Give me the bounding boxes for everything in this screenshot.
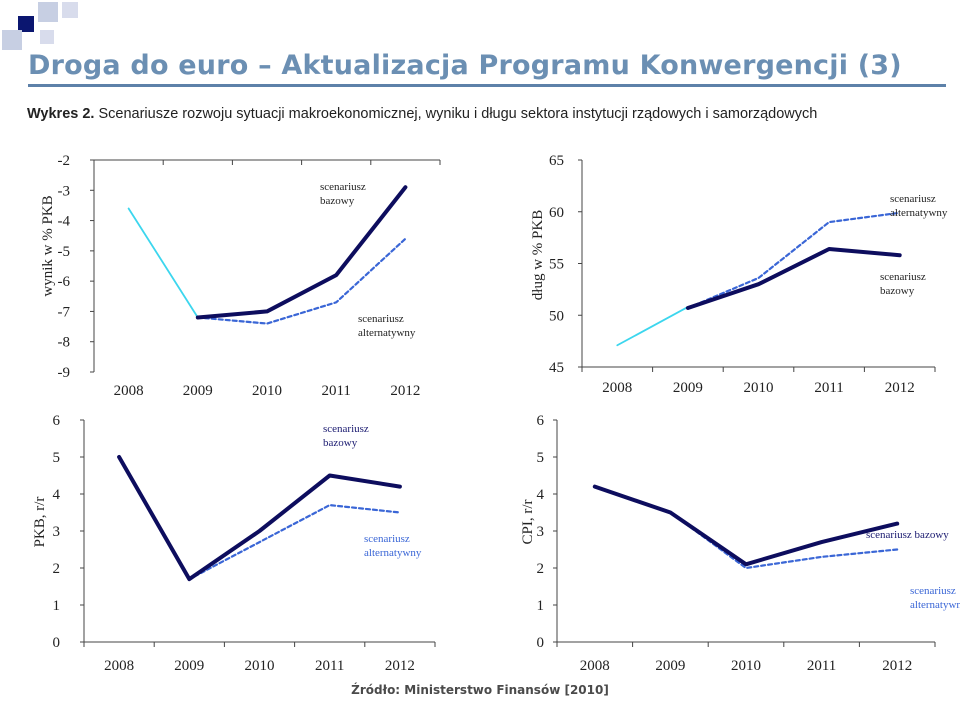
history-line bbox=[616, 306, 689, 347]
y-tick-label: 5 bbox=[53, 450, 61, 466]
scenario-annotation: alternatywny bbox=[910, 599, 960, 611]
scenario-annotation: alternatywny bbox=[364, 547, 422, 559]
y-tick-label: 5 bbox=[537, 450, 545, 466]
y-tick-label: 6 bbox=[537, 413, 545, 429]
x-tick-label: 2010 bbox=[744, 380, 774, 396]
y-tick-label: 1 bbox=[53, 598, 61, 614]
chart-gdp: 6 5 4 3 2 1 0 2008 2009 2010 2011 2012 PKB, r/r scena… bbox=[32, 413, 436, 674]
y-axis-title: PKB, r/r bbox=[32, 497, 48, 548]
y-tick-label: 1 bbox=[537, 598, 545, 614]
x-tick-label: 2011 bbox=[321, 383, 350, 399]
y-tick-label: 0 bbox=[53, 635, 61, 651]
x-tick-label: 2009 bbox=[183, 383, 213, 399]
x-tick-label: 2009 bbox=[655, 658, 685, 674]
y-axis-title: wynik w % PKB bbox=[40, 195, 56, 296]
scenario-annotation: scenariusz bbox=[323, 423, 369, 435]
title-underline bbox=[28, 84, 946, 87]
y-tick-label: 0 bbox=[537, 635, 545, 651]
x-tick-label: 2012 bbox=[390, 383, 420, 399]
y-tick-label: 50 bbox=[549, 308, 564, 324]
scenario-annotation: bazowy bbox=[880, 285, 915, 297]
y-axis-title: CPI, r/r bbox=[520, 499, 536, 544]
x-tick-label: 2012 bbox=[885, 380, 915, 396]
y-tick-label: 4 bbox=[53, 487, 61, 503]
scenario-annotation: scenariusz bbox=[364, 533, 410, 545]
x-tick-label: 2009 bbox=[174, 658, 204, 674]
y-tick-label: 65 bbox=[549, 153, 564, 169]
scenario-annotation: scenariusz bazowy bbox=[866, 529, 949, 541]
x-tick-label: 2012 bbox=[882, 658, 912, 674]
y-axis-title: dług w % PKB bbox=[530, 210, 546, 300]
base-scenario-line bbox=[592, 484, 900, 567]
alt-scenario-line bbox=[196, 237, 407, 325]
x-tick-label: 2009 bbox=[673, 380, 703, 396]
x-tick-label: 2011 bbox=[807, 658, 836, 674]
chart-caption: Wykres 2. Scenariusze rozwoju sytuacji m… bbox=[27, 106, 817, 122]
y-tick-label: 45 bbox=[549, 360, 564, 376]
x-tick-label: 2011 bbox=[315, 658, 344, 674]
scenario-annotation: alternatywny bbox=[358, 327, 416, 339]
caption-prefix: Wykres 2. bbox=[27, 106, 95, 122]
caption-text: Scenariusze rozwoju sytuacji makroekonom… bbox=[94, 106, 818, 122]
history-line bbox=[127, 207, 199, 319]
x-tick-label: 2008 bbox=[580, 658, 610, 674]
page-title: Droga do euro – Aktualizacja Programu Ko… bbox=[28, 50, 902, 81]
x-tick-label: 2008 bbox=[114, 383, 144, 399]
y-tick-label: 4 bbox=[537, 487, 545, 503]
scenario-annotation: scenariusz bbox=[890, 193, 936, 205]
decor-square-light bbox=[2, 30, 22, 50]
y-tick-label: -7 bbox=[58, 304, 71, 320]
y-tick-label: -4 bbox=[58, 214, 71, 230]
decor-square-dark bbox=[18, 16, 34, 32]
alt-scenario-line bbox=[117, 455, 401, 581]
x-tick-label: 2008 bbox=[104, 658, 134, 674]
alt-scenario-line bbox=[686, 211, 901, 310]
decor-square-light bbox=[40, 30, 54, 44]
x-tick-label: 2011 bbox=[814, 380, 843, 396]
y-tick-label: 3 bbox=[537, 524, 545, 540]
scenario-annotation: alternatywny bbox=[890, 207, 948, 219]
y-tick-label: 2 bbox=[53, 561, 61, 577]
y-tick-label: 3 bbox=[53, 524, 61, 540]
x-tick-label: 2008 bbox=[602, 380, 632, 396]
scenario-annotation: scenariusz bbox=[880, 271, 926, 283]
chart-cpi: 6 5 4 3 2 1 0 2008 2009 2010 2011 2012 CPI, r/r scena… bbox=[520, 413, 960, 674]
scenario-annotation: bazowy bbox=[320, 195, 355, 207]
y-tick-label: -2 bbox=[58, 153, 71, 169]
source-note: Źródło: Ministerstwo Finansów [2010] bbox=[351, 683, 609, 697]
alt-scenario-line bbox=[593, 485, 899, 570]
x-tick-label: 2010 bbox=[731, 658, 761, 674]
y-tick-label: -5 bbox=[58, 244, 71, 260]
y-tick-label: -3 bbox=[58, 183, 71, 199]
y-tick-label: 2 bbox=[537, 561, 545, 577]
base-scenario-line bbox=[685, 247, 902, 311]
x-tick-label: 2010 bbox=[245, 658, 275, 674]
chart-deficit: -2 -3 -4 -5 -6 -7 -8 -9 2008 2009 2010 2011 2012 wyni… bbox=[40, 153, 441, 399]
scenario-annotation: scenariusz bbox=[910, 585, 956, 597]
scenario-annotation: scenariusz bbox=[358, 313, 404, 325]
chart-debt: 65 60 55 50 45 2008 2009 2010 2011 2012 dług w % P… bbox=[530, 153, 948, 396]
y-tick-label: -6 bbox=[58, 274, 71, 290]
y-tick-label: -8 bbox=[58, 335, 71, 351]
scenario-annotation: bazowy bbox=[323, 437, 358, 449]
y-tick-label: 6 bbox=[53, 413, 61, 429]
x-tick-label: 2010 bbox=[252, 383, 282, 399]
base-scenario-line bbox=[195, 185, 408, 320]
y-tick-label: 55 bbox=[549, 257, 564, 273]
base-scenario-line bbox=[117, 455, 402, 582]
y-tick-label: -9 bbox=[58, 365, 71, 381]
y-tick-label: 60 bbox=[549, 205, 564, 221]
decor-square-light bbox=[38, 2, 58, 22]
x-tick-label: 2012 bbox=[385, 658, 415, 674]
scenario-annotation: scenariusz bbox=[320, 181, 366, 193]
decor-square-light bbox=[62, 2, 78, 18]
